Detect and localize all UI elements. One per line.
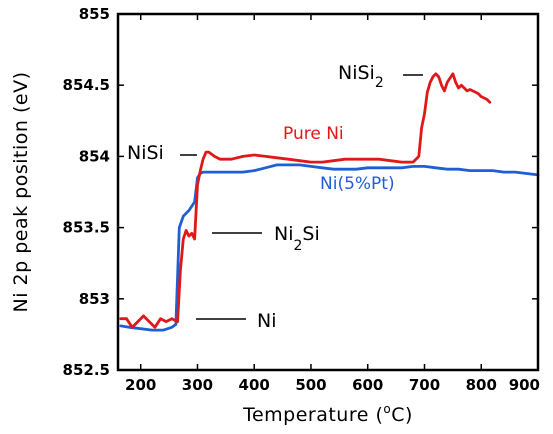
x-tick-label: 700	[409, 376, 440, 394]
x-tick-label: 900	[509, 376, 540, 394]
annotation-nisi2: NiSi2	[338, 62, 384, 91]
x-tick-label: 400	[239, 376, 270, 394]
annotation-ni: Ni	[257, 310, 277, 332]
x-tick-label: 200	[125, 376, 156, 394]
x-tick-label: 300	[182, 376, 213, 394]
plot-frame	[116, 12, 540, 372]
x-tick-label: 500	[295, 376, 326, 394]
x-axis-ticks: 200 300 400 500 600 700 800 900	[125, 14, 540, 394]
annotation-ni2si: Ni2Si	[274, 223, 320, 254]
annotation-nisi: NiSi	[127, 142, 164, 164]
y-tick-label: 853	[79, 290, 110, 308]
annotation-ni-pt: Ni(5%Pt)	[320, 174, 395, 194]
y-tick-label: 854.5	[63, 76, 110, 94]
x-tick-label: 800	[466, 376, 497, 394]
series-layer	[119, 72, 540, 332]
y-tick-label: 854	[79, 147, 110, 165]
series-line-pure-ni	[119, 72, 492, 329]
y-tick-label: 852.5	[63, 361, 110, 379]
x-axis-title: Temperature (oC)	[242, 402, 413, 426]
x-tick-label: 600	[352, 376, 383, 394]
series-line-ni-5-pt	[119, 163, 540, 332]
annotation-pure-ni: Pure Ni	[283, 124, 344, 144]
y-tick-label: 853.5	[63, 219, 110, 237]
y-axis-ticks: 852.5 853 853.5 854 854.5 855	[63, 5, 538, 379]
y-tick-label: 855	[79, 5, 110, 23]
y-axis-title: Ni 2p peak position (eV)	[10, 72, 32, 313]
